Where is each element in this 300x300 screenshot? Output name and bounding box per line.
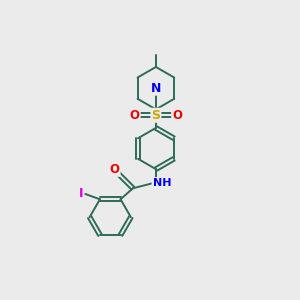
Text: I: I bbox=[79, 187, 83, 200]
Text: O: O bbox=[110, 163, 120, 176]
Text: NH: NH bbox=[152, 178, 171, 188]
Text: N: N bbox=[151, 82, 161, 95]
Text: O: O bbox=[172, 109, 182, 122]
Text: S: S bbox=[152, 109, 160, 122]
Text: O: O bbox=[130, 109, 140, 122]
